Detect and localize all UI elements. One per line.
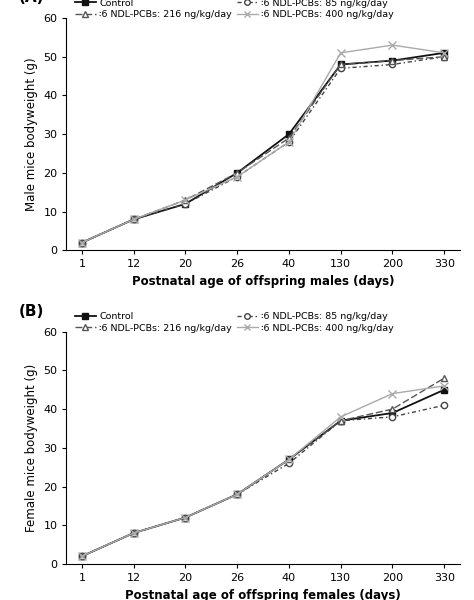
Legend: Control, ∶6 NDL-PCBs: 216 ng/kg/day, ∶6 NDL-PCBs: 85 ng/kg/day, ∶6 NDL-PCBs: 400: Control, ∶6 NDL-PCBs: 216 ng/kg/day, ∶6 … [71,308,398,337]
X-axis label: Postnatal age of offspring females (days): Postnatal age of offspring females (days… [125,589,401,600]
Text: (A): (A) [19,0,45,5]
X-axis label: Postnatal age of offspring males (days): Postnatal age of offspring males (days) [132,275,394,288]
Y-axis label: Male mice bodyweight (g): Male mice bodyweight (g) [25,58,37,211]
Text: (B): (B) [19,304,45,319]
Legend: Control, ∶6 NDL-PCBs: 216 ng/kg/day, ∶6 NDL-PCBs: 85 ng/kg/day, ∶6 NDL-PCBs: 400: Control, ∶6 NDL-PCBs: 216 ng/kg/day, ∶6 … [71,0,398,23]
Y-axis label: Female mice bodyweight (g): Female mice bodyweight (g) [25,364,37,532]
